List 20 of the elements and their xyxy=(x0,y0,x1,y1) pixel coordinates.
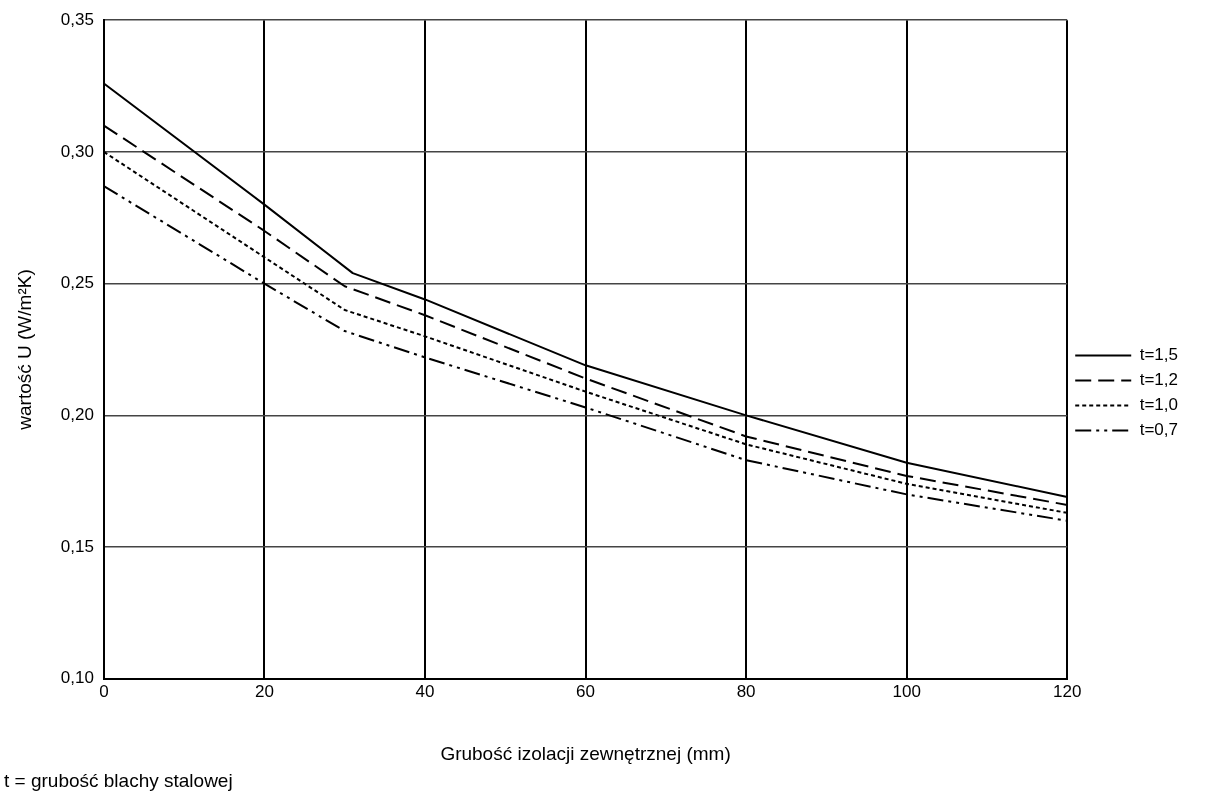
legend-label: t=1,5 xyxy=(1139,345,1179,365)
y-tick-label: 0,35 xyxy=(60,9,94,29)
x-tick-label: 100 xyxy=(892,681,921,701)
legend-label: t=0,7 xyxy=(1139,420,1179,440)
x-axis-title: Grubość izolacji zewnętrznej (mm) xyxy=(440,742,731,764)
x-tick-label: 0 xyxy=(99,681,109,701)
x-tick-label: 60 xyxy=(576,681,596,701)
legend-label: t=1,2 xyxy=(1139,370,1179,390)
x-tick-label: 20 xyxy=(254,681,274,701)
y-tick-label: 0,25 xyxy=(60,273,94,293)
y-tick-label: 0,20 xyxy=(60,405,94,425)
legend-label: t=1,0 xyxy=(1139,395,1179,415)
y-tick-label: 0,10 xyxy=(60,668,94,688)
x-tick-label: 80 xyxy=(736,681,756,701)
x-tick-label: 40 xyxy=(415,681,435,701)
x-tick-label: 120 xyxy=(1053,681,1082,701)
y-tick-label: 0,30 xyxy=(60,141,94,161)
text: t = grubość blachy stalowej xyxy=(4,770,233,792)
y-tick-label: 0,15 xyxy=(60,536,94,556)
y-axis-title: wartość U (W/m²K) xyxy=(13,269,35,431)
